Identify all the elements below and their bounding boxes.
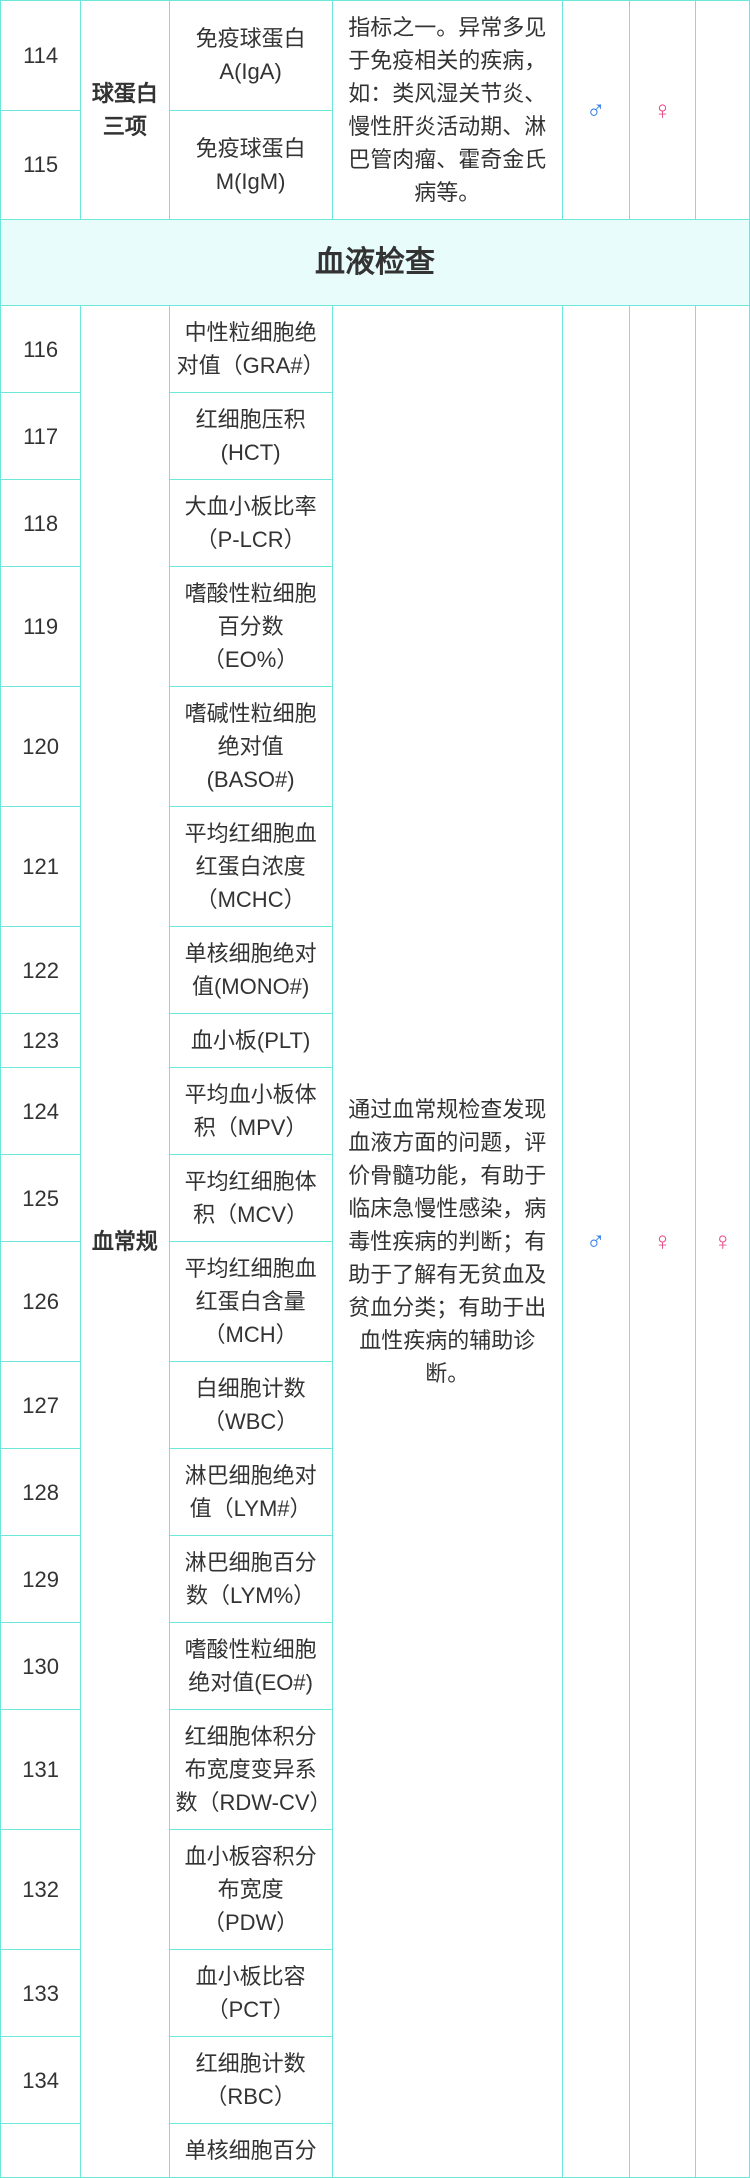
row-number: 131 [1,1710,81,1830]
row-number: 128 [1,1449,81,1536]
item-cell: 平均血小板体积（MPV） [169,1068,332,1155]
item-cell: 免疫球蛋白A(IgA) [169,1,332,111]
item-cell: 血小板比容（PCT） [169,1950,332,2037]
row-number: 120 [1,687,81,807]
table-row: 116 血常规 中性粒细胞绝对值（GRA#） 通过血常规检查发现血液方面的问题，… [1,306,750,393]
desc-cell: 指标之一。异常多见于免疫相关的疾病，如：类风湿关节炎、慢性肝炎活动期、淋巴管肉瘤… [332,1,562,220]
item-cell: 单核细胞绝对值(MONO#) [169,927,332,1014]
item-cell: 平均红细胞血红蛋白含量（MCH） [169,1242,332,1362]
row-number: 116 [1,306,81,393]
item-cell: 平均红细胞血红蛋白浓度（MCHC） [169,807,332,927]
category-cell: 血常规 [81,306,169,2178]
extra-cell [696,1,750,220]
item-cell: 白细胞计数（WBC） [169,1362,332,1449]
female-icon: ♀ [629,306,696,2178]
row-number: 129 [1,1536,81,1623]
item-cell: 免疫球蛋白M(IgM) [169,110,332,220]
female-icon: ♀ [696,306,750,2178]
item-cell: 大血小板比率（P-LCR） [169,480,332,567]
row-number: 125 [1,1155,81,1242]
row-number [1,2124,81,2178]
section-header-row: 血液检查 [1,220,750,306]
section-title: 血液检查 [1,220,750,306]
row-number: 123 [1,1014,81,1068]
category-cell: 球蛋白三项 [81,1,169,220]
item-cell: 中性粒细胞绝对值（GRA#） [169,306,332,393]
item-cell: 嗜酸性粒细胞绝对值(EO#) [169,1623,332,1710]
item-cell: 淋巴细胞绝对值（LYM#） [169,1449,332,1536]
item-cell: 血小板(PLT) [169,1014,332,1068]
male-icon: ♂ [562,306,629,2178]
row-number: 126 [1,1242,81,1362]
row-number: 127 [1,1362,81,1449]
item-cell: 平均红细胞体积（MCV） [169,1155,332,1242]
row-number: 124 [1,1068,81,1155]
row-number: 122 [1,927,81,1014]
row-number: 115 [1,110,81,220]
item-cell: 红细胞计数（RBC） [169,2037,332,2124]
item-cell: 红细胞体积分布宽度变异系数（RDW-CV） [169,1710,332,1830]
desc-cell: 通过血常规检查发现血液方面的问题，评价骨髓功能，有助于临床急慢性感染，病毒性疾病… [332,306,562,2178]
row-number: 117 [1,393,81,480]
item-cell: 红细胞压积(HCT) [169,393,332,480]
table-row: 114 球蛋白三项 免疫球蛋白A(IgA) 指标之一。异常多见于免疫相关的疾病，… [1,1,750,111]
row-number: 114 [1,1,81,111]
item-cell: 嗜碱性粒细胞绝对值(BASO#) [169,687,332,807]
row-number: 130 [1,1623,81,1710]
item-cell: 单核细胞百分 [169,2124,332,2178]
row-number: 132 [1,1830,81,1950]
male-icon: ♂ [562,1,629,220]
item-cell: 血小板容积分布宽度（PDW） [169,1830,332,1950]
item-cell: 淋巴细胞百分数（LYM%） [169,1536,332,1623]
female-icon: ♀ [629,1,696,220]
row-number: 119 [1,567,81,687]
medical-exam-table: 114 球蛋白三项 免疫球蛋白A(IgA) 指标之一。异常多见于免疫相关的疾病，… [0,0,750,2178]
row-number: 134 [1,2037,81,2124]
row-number: 133 [1,1950,81,2037]
item-cell: 嗜酸性粒细胞百分数（EO%） [169,567,332,687]
row-number: 121 [1,807,81,927]
row-number: 118 [1,480,81,567]
